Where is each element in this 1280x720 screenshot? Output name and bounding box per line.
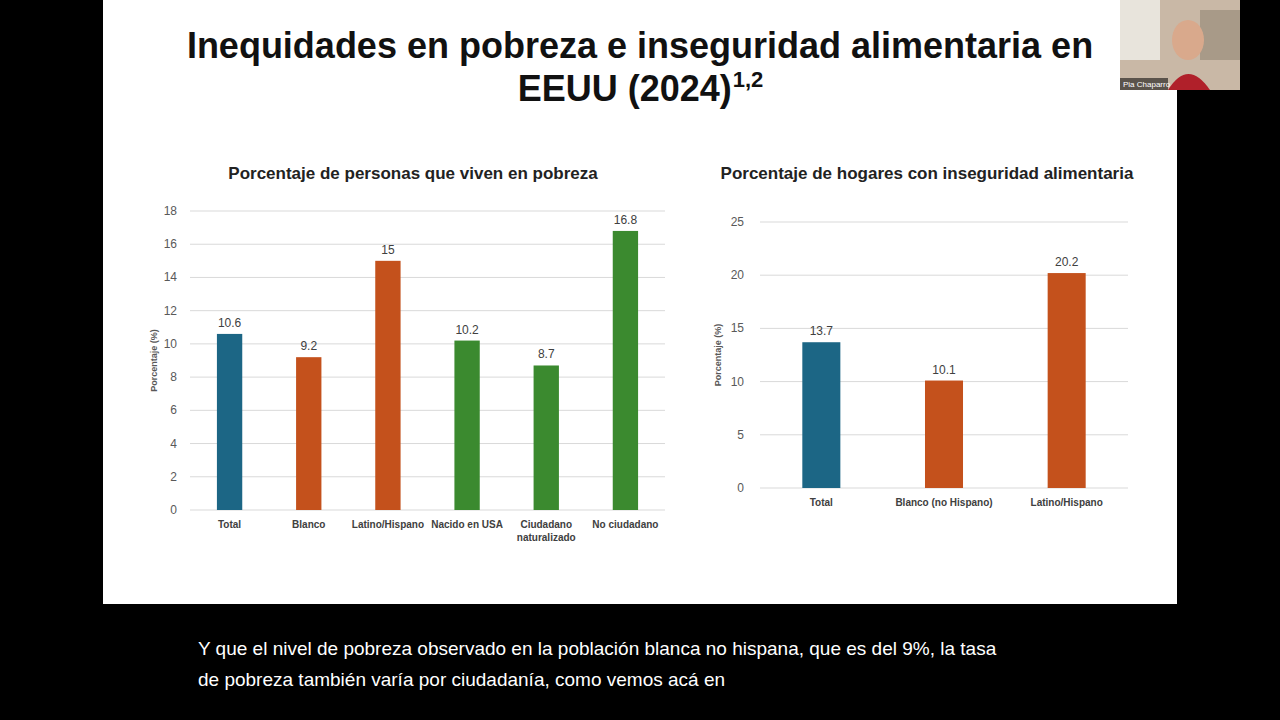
- tick-label: 25: [731, 215, 745, 229]
- wall-area: [1200, 10, 1240, 60]
- bars: [217, 231, 638, 510]
- tick-label: 0: [737, 481, 744, 495]
- grid-line: [190, 377, 665, 378]
- category-line: No ciudadano: [592, 519, 658, 530]
- bar: [613, 231, 638, 510]
- axis-title: Porcentaje (%): [149, 329, 159, 392]
- data-label: 20.2: [1055, 255, 1079, 269]
- bar: [454, 341, 479, 510]
- tick-label: 0: [170, 503, 177, 517]
- tick-label: 8: [170, 370, 177, 384]
- bar: [217, 334, 242, 510]
- bars: [802, 273, 1085, 488]
- bar: [296, 357, 321, 510]
- tick-label: 10: [731, 375, 745, 389]
- category-label: Total: [810, 497, 833, 508]
- category-line: Nacido en USA: [431, 519, 503, 530]
- caption-line: de pobreza también varía por ciudadanía,…: [198, 669, 725, 690]
- data-label: 13.7: [810, 324, 834, 338]
- grid-line: [190, 510, 665, 511]
- category-line: Blanco: [292, 519, 325, 530]
- page: Inequidades en pobreza e inseguridad ali…: [0, 0, 1280, 720]
- presenter-face: [1172, 20, 1204, 60]
- grid-line: [190, 476, 665, 477]
- category-line: Latino/Hispano: [1031, 497, 1103, 508]
- webcam-thumbnail: [1120, 0, 1240, 90]
- background: [0, 0, 1280, 720]
- tick-label: 14: [164, 270, 178, 284]
- tick-label: 6: [170, 403, 177, 417]
- data-label: 9.2: [300, 339, 317, 353]
- grid-line: [190, 310, 665, 311]
- tick-label: 18: [164, 204, 178, 218]
- category-label: Blanco (no Hispano): [895, 497, 992, 508]
- category-label: Latino/Hispano: [1031, 497, 1103, 508]
- category-label: Blanco: [292, 519, 325, 530]
- category-line: Blanco (no Hispano): [895, 497, 992, 508]
- tick-label: 12: [164, 304, 178, 318]
- data-label: 15: [381, 243, 395, 257]
- data-label: 10.6: [218, 316, 242, 330]
- chart-title: Porcentaje de hogares con inseguridad al…: [721, 164, 1134, 183]
- presenter-shirt: [1168, 74, 1210, 90]
- presenter-name: Pia Chaparro: [1123, 80, 1171, 89]
- bar: [375, 261, 400, 510]
- grid-line: [190, 343, 665, 344]
- grid-line: [760, 222, 1128, 223]
- tick-label: 16: [164, 237, 178, 251]
- bar: [534, 365, 559, 510]
- caption-line: Y que el nivel de pobreza observado en l…: [198, 638, 997, 659]
- category-label: Latino/Hispano: [352, 519, 424, 530]
- tick-label: 2: [170, 470, 177, 484]
- slide: [103, 0, 1177, 604]
- grid-line: [190, 211, 665, 212]
- tick-label: 5: [737, 428, 744, 442]
- category-line: Total: [218, 519, 241, 530]
- category-label: No ciudadano: [592, 519, 658, 530]
- category-line: Latino/Hispano: [352, 519, 424, 530]
- tick-label: 10: [164, 337, 178, 351]
- category-label: Ciudadano naturalizado: [517, 519, 576, 543]
- tick-label: 15: [731, 321, 745, 335]
- chart-title: Porcentaje de personas que viven en pobr…: [228, 164, 598, 183]
- tick-label: 20: [731, 268, 745, 282]
- data-label: 10.2: [455, 323, 479, 337]
- tick-label: 4: [170, 437, 177, 451]
- grid-line: [190, 443, 665, 444]
- grid-line: [190, 410, 665, 411]
- title-line: EEUU (2024): [518, 68, 732, 109]
- title-line: Inequidades en pobreza e inseguridad ali…: [187, 25, 1093, 66]
- bar: [925, 381, 963, 488]
- bar: [802, 342, 840, 488]
- grid-line: [190, 277, 665, 278]
- data-label: 8.7: [538, 347, 555, 361]
- bar: [1048, 273, 1086, 488]
- axis-title: Porcentaje (%): [713, 324, 723, 387]
- category-line: Total: [810, 497, 833, 508]
- category-line: Ciudadano: [520, 519, 572, 530]
- chart: Porcentaje de hogares con inseguridad al…: [713, 164, 1134, 508]
- category-label: Nacido en USA: [431, 519, 503, 530]
- data-label: 16.8: [614, 213, 638, 227]
- slide-title: Inequidades en pobreza e inseguridad ali…: [187, 25, 1093, 109]
- grid-line: [190, 244, 665, 245]
- window-area: [1120, 0, 1160, 60]
- category-label: Total: [218, 519, 241, 530]
- category-line: naturalizado: [517, 532, 576, 543]
- title-superscript: 1,2: [733, 67, 764, 92]
- chart: Porcentaje de personas que viven en pobr…: [149, 164, 665, 543]
- data-label: 10.1: [932, 363, 956, 377]
